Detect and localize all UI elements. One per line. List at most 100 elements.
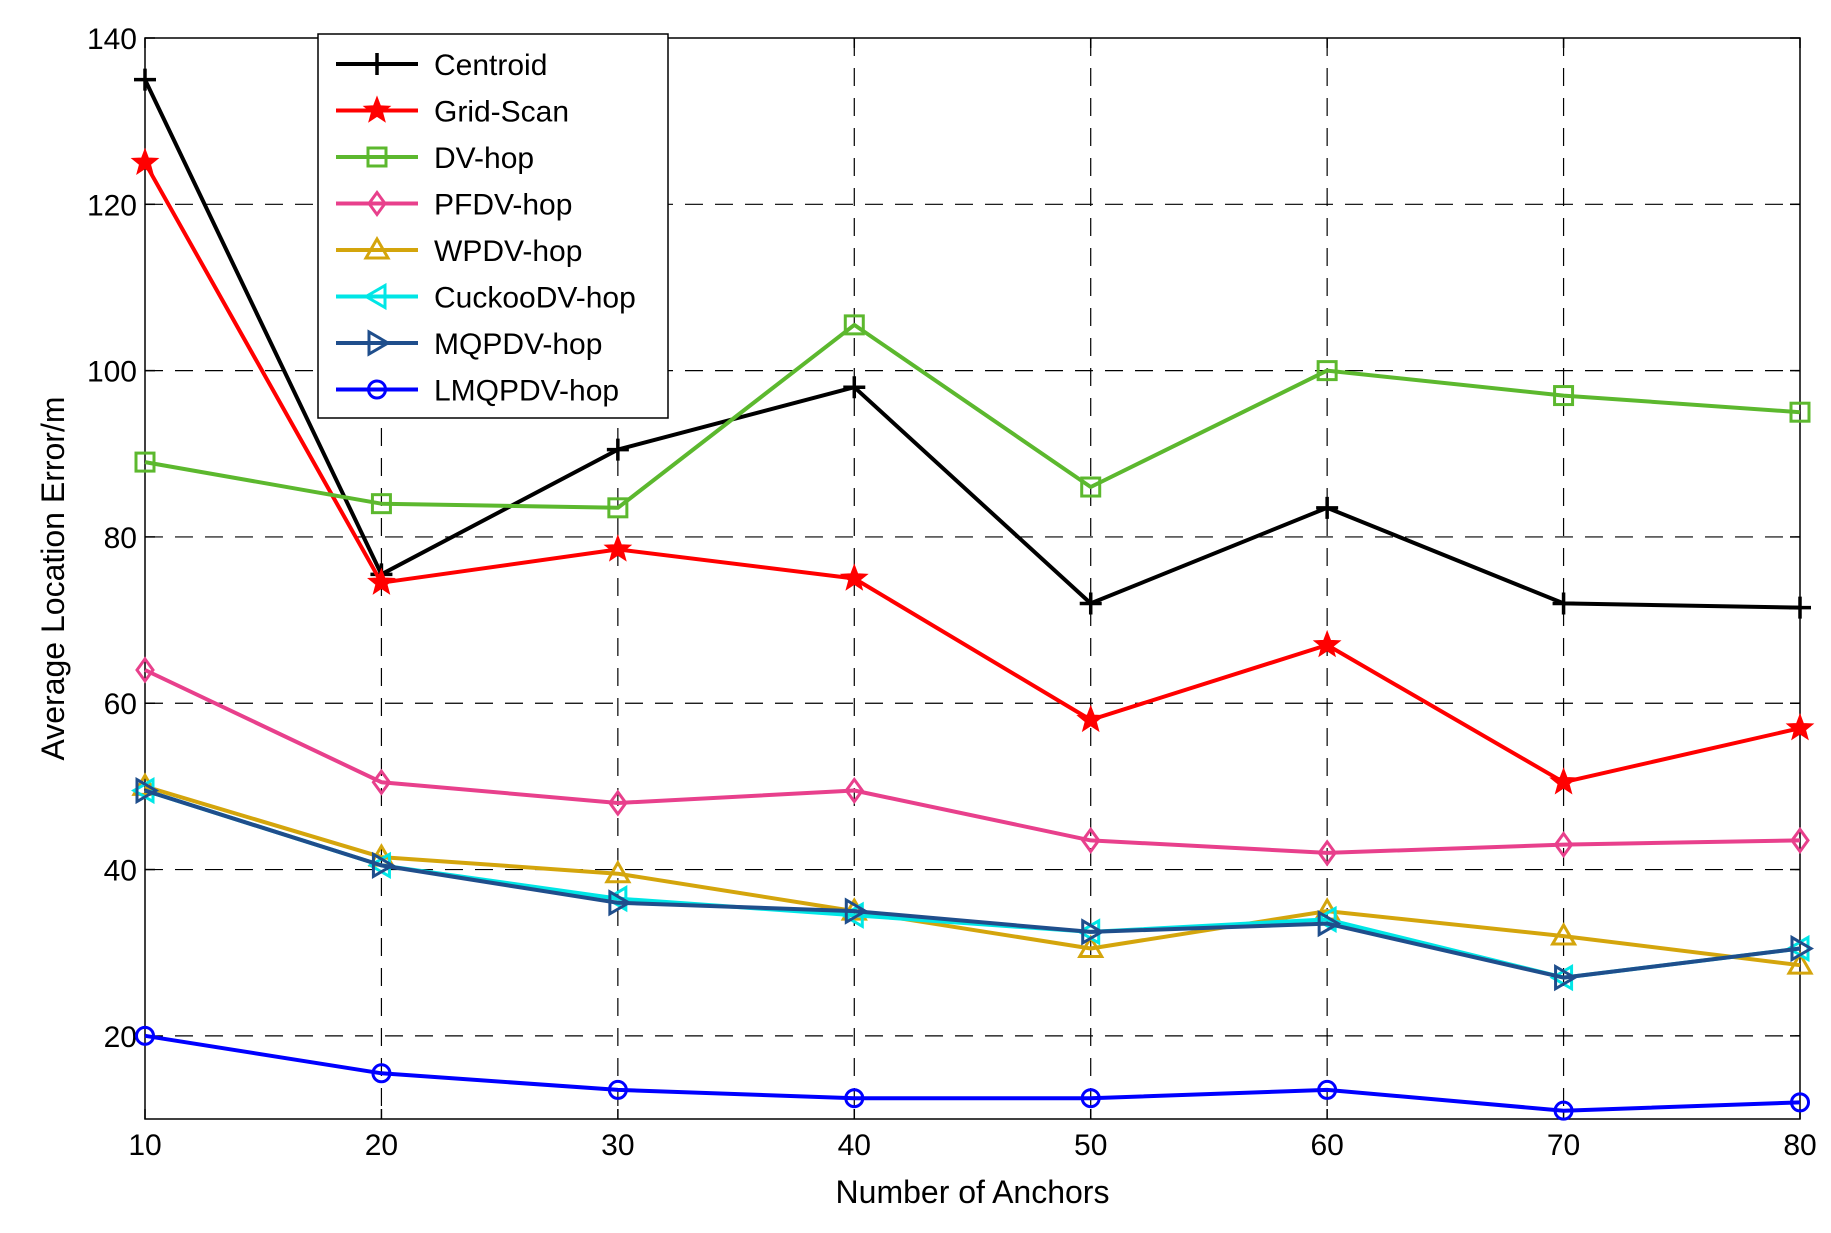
y-axis-ticks: 20 40 60 80 100 120 140	[87, 23, 1800, 1054]
series-centroid	[134, 68, 1811, 619]
x-axis-label: Number of Anchors	[836, 1174, 1110, 1210]
y-tick-label-80: 80	[104, 522, 137, 555]
data-point-mqpdv-hop-20	[371, 851, 396, 879]
legend-swatch-marker-lmqpdv-hop	[367, 379, 387, 400]
data-point-dv-hop-10	[134, 451, 156, 473]
legend-swatch-marker-pfdv-hop	[367, 189, 387, 218]
data-point-grid-scan-70	[1549, 767, 1578, 795]
legend: Centroid Grid-Scan DV-hop PFDV-hop WPDV-hop C…	[317, 33, 669, 419]
data-point-centroid-30	[606, 438, 629, 461]
data-point-mqpdv-hop-60	[1317, 909, 1342, 938]
data-point-grid-scan-50	[1076, 704, 1106, 733]
data-point-lmqpdv-hop-60	[1317, 1079, 1338, 1100]
x-tick-label-10: 10	[128, 1129, 161, 1162]
data-point-pfdv-hop-30	[608, 789, 628, 817]
legend-swatch-marker-cuckoodv-hop	[363, 282, 387, 311]
data-point-mqpdv-hop-40	[844, 897, 869, 925]
data-point-lmqpdv-hop-50	[1080, 1088, 1101, 1109]
y-tick-label-140: 140	[87, 23, 137, 56]
y-tick-label-40: 40	[104, 855, 137, 888]
data-point-grid-scan-60	[1312, 629, 1342, 658]
series-layer	[130, 68, 1815, 1121]
series-pfdv-hop	[135, 656, 1810, 867]
x-tick-label-20: 20	[365, 1129, 398, 1162]
data-point-lmqpdv-hop-20	[371, 1063, 392, 1084]
series-dv-hop	[134, 314, 1811, 519]
x-tick-label-60: 60	[1310, 1129, 1343, 1162]
data-point-lmqpdv-hop-40	[844, 1088, 865, 1109]
legend-label-mqpdv-hop: MQPDV-hop	[434, 328, 602, 361]
data-point-pfdv-hop-10	[135, 656, 155, 684]
data-point-lmqpdv-hop-10	[135, 1025, 155, 1046]
data-point-cuckoodv-hop-10	[131, 776, 155, 805]
series-line-centroid	[143, 78, 1801, 610]
data-point-dv-hop-20	[370, 493, 392, 515]
data-point-wpdv-hop-10	[131, 772, 159, 796]
data-point-dv-hop-40	[843, 314, 865, 336]
data-point-centroid-80	[1789, 596, 1811, 619]
legend-label-grid-scan: Grid-Scan	[434, 96, 569, 129]
data-point-pfdv-hop-40	[844, 776, 865, 805]
data-point-centroid-40	[843, 376, 866, 399]
data-point-dv-hop-30	[607, 497, 629, 519]
data-point-pfdv-hop-70	[1553, 831, 1574, 859]
data-point-mqpdv-hop-30	[608, 889, 632, 917]
data-point-pfdv-hop-20	[371, 768, 392, 796]
series-mqpdv-hop	[135, 776, 1814, 992]
series-line-dv-hop	[144, 322, 1801, 510]
legend-label-centroid: Centroid	[434, 49, 547, 82]
data-point-centroid-70	[1552, 592, 1575, 615]
legend-label-cuckoodv-hop: CuckooDV-hop	[434, 282, 636, 315]
legend-swatch-marker-centroid	[366, 53, 388, 75]
x-tick-label-40: 40	[838, 1129, 871, 1162]
legend-swatch-marker-mqpdv-hop	[367, 329, 391, 357]
data-point-centroid-10	[134, 68, 156, 91]
data-point-dv-hop-80	[1789, 401, 1811, 423]
legend-label-lmqpdv-hop: LMQPDV-hop	[434, 375, 619, 408]
series-line-lmqpdv-hop	[144, 1033, 1801, 1113]
series-line-grid-scan	[143, 161, 1801, 785]
y-tick-label-100: 100	[87, 356, 137, 389]
series-grid-scan	[130, 147, 1815, 795]
series-line-mqpdv-hop	[144, 788, 1801, 980]
data-point-centroid-60	[1316, 496, 1339, 519]
data-point-pfdv-hop-50	[1080, 826, 1101, 854]
legend-label-dv-hop: DV-hop	[434, 142, 534, 175]
data-point-mqpdv-hop-50	[1081, 918, 1105, 946]
data-point-grid-scan-20	[367, 567, 396, 595]
data-point-mqpdv-hop-10	[135, 776, 159, 805]
x-axis-ticks: 10 20 30 40 50 60 70 80	[128, 38, 1817, 1162]
x-tick-label-50: 50	[1074, 1129, 1107, 1162]
data-point-wpdv-hop-80	[1786, 951, 1814, 975]
x-tick-label-80: 80	[1783, 1129, 1816, 1162]
series-line-wpdv-hop	[144, 784, 1801, 968]
data-point-grid-scan-40	[839, 563, 869, 591]
series-line-pfdv-hop	[144, 668, 1801, 855]
x-tick-label-70: 70	[1547, 1129, 1580, 1162]
data-point-dv-hop-60	[1316, 360, 1338, 382]
y-tick-label-120: 120	[87, 189, 137, 222]
data-point-lmqpdv-hop-70	[1553, 1100, 1574, 1121]
y-axis-label: Average Location Error/m	[35, 396, 71, 760]
data-point-mqpdv-hop-80	[1790, 934, 1814, 963]
legend-swatch-marker-dv-hop	[366, 146, 388, 168]
data-point-wpdv-hop-30	[604, 859, 632, 884]
data-point-dv-hop-70	[1553, 385, 1575, 407]
data-point-mqpdv-hop-70	[1554, 964, 1578, 992]
data-point-wpdv-hop-50	[1077, 934, 1105, 959]
data-point-cuckoodv-hop-80	[1786, 934, 1810, 963]
series-lmqpdv-hop	[135, 1025, 1810, 1121]
data-point-lmqpdv-hop-80	[1790, 1092, 1810, 1113]
data-point-pfdv-hop-60	[1317, 839, 1337, 867]
data-point-lmqpdv-hop-30	[607, 1079, 628, 1100]
y-tick-label-20: 20	[104, 1021, 137, 1054]
x-tick-label-30: 30	[601, 1129, 634, 1162]
legend-swatch-marker-grid-scan	[362, 95, 392, 123]
y-tick-label-60: 60	[104, 688, 137, 721]
plot-area-frame	[144, 37, 1801, 1120]
data-point-grid-scan-10	[130, 147, 160, 175]
data-point-centroid-50	[1079, 592, 1102, 615]
data-point-dv-hop-50	[1080, 476, 1102, 498]
legend-swatch-marker-wpdv-hop	[363, 236, 391, 260]
